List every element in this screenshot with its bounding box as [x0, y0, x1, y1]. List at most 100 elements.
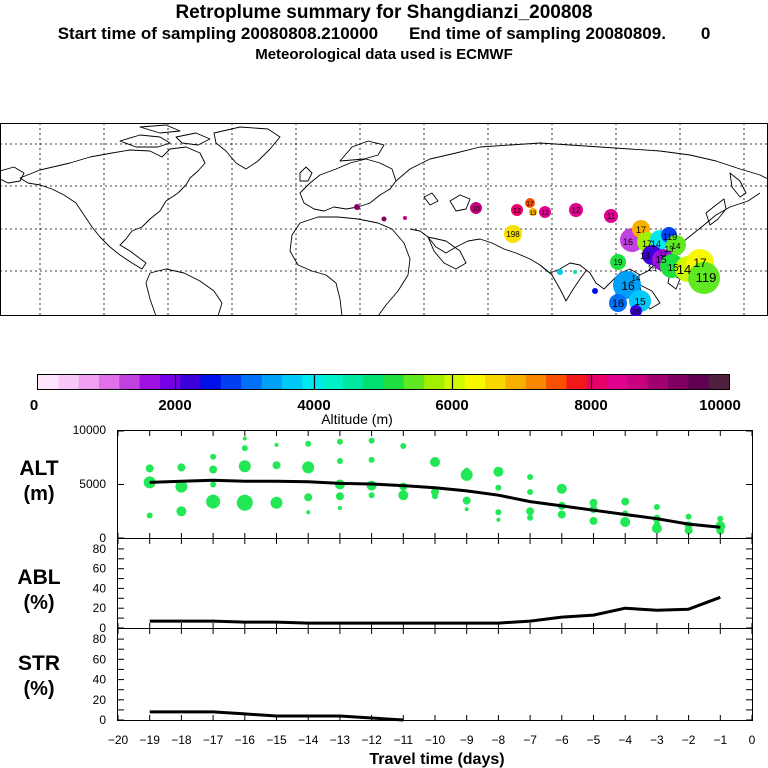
- x-tick-label: −15: [266, 733, 287, 747]
- coast-europe: [299, 158, 397, 212]
- cluster-label: 12: [572, 206, 581, 215]
- colorbar-tick: 4000: [297, 397, 330, 414]
- alt-scatter-point: [336, 438, 343, 445]
- coast-arabia: [427, 236, 467, 270]
- colorbar-swatch: [139, 375, 161, 389]
- colorbar-swatch: [403, 375, 425, 389]
- x-tick-label: −18: [171, 733, 192, 747]
- colorbar-tick: 0: [30, 397, 38, 414]
- str-panel-ylabel: STR (%): [18, 652, 60, 700]
- colorbar-swatch: [180, 375, 202, 389]
- cluster-label: 14: [677, 262, 691, 277]
- alt-scatter-point: [306, 510, 311, 515]
- cluster-marker: [609, 294, 627, 312]
- cluster-label: 16: [612, 298, 624, 310]
- str-ytick: 60: [93, 652, 107, 666]
- alt-scatter-point: [557, 510, 566, 519]
- alt-scatter-point: [463, 467, 470, 474]
- met-data-label: Meteorological data used is ECMWF: [255, 46, 513, 63]
- alt-scatter-point: [238, 460, 251, 473]
- cluster-label: 16: [632, 309, 640, 316]
- alt-scatter-point: [621, 497, 630, 506]
- x-tick-label: −13: [330, 733, 351, 747]
- alt-scatter-points: [143, 436, 726, 535]
- cluster-marker: [511, 204, 523, 216]
- time-series-panels: ALT (m) 10000 5000 0 ABL (%) 80 60 40 20 0 S…: [17, 423, 756, 768]
- str-yticks: 80 60 40 20 0: [93, 632, 107, 727]
- alt-scatter-point: [526, 507, 535, 516]
- alt-scatter-point: [620, 517, 631, 527]
- cluster-marker: [666, 235, 686, 255]
- cluster-marker: [688, 262, 720, 294]
- coast-africa: [289, 216, 411, 316]
- x-tick-label: −19: [140, 733, 161, 747]
- cluster-marker: [354, 204, 360, 210]
- cluster-label: 17: [693, 256, 707, 270]
- alt-scatter-point: [589, 516, 598, 525]
- x-tick-label: 0: [749, 733, 756, 747]
- colorbar-swatch: [322, 375, 344, 389]
- cluster-label: 13: [640, 251, 650, 261]
- alt-ytick: 5000: [79, 477, 106, 491]
- str-ytick: 40: [93, 673, 107, 687]
- str-tick-marks: [117, 629, 753, 721]
- alt-scatter-point: [302, 461, 315, 474]
- alt-scatter-point: [274, 442, 279, 447]
- alt-scatter-point: [556, 483, 567, 494]
- colorbar-swatch: [159, 375, 181, 389]
- alt-scatter-point: [368, 456, 375, 463]
- cluster-label: 14: [672, 242, 681, 251]
- colorbar-swatch: [200, 375, 222, 389]
- alt-scatter-point: [495, 484, 502, 491]
- x-tick-label: −3: [650, 733, 664, 747]
- colorbar-swatch: [38, 375, 59, 389]
- coast-arctic-islands: [119, 124, 211, 148]
- colorbar-swatch: [688, 375, 710, 389]
- cluster-label: 14: [632, 274, 641, 283]
- cluster-marker: [539, 206, 551, 218]
- alt-scatter-point: [305, 440, 312, 447]
- alt-label: ALT: [19, 457, 58, 480]
- alt-scatter-point: [368, 437, 375, 444]
- colorbar-swatch: [627, 375, 649, 389]
- x-tick-label: −5: [587, 733, 601, 747]
- colorbar-swatch: [668, 375, 689, 389]
- alt-scatter-point: [209, 465, 218, 474]
- cluster-label: 17: [526, 201, 534, 208]
- cluster-label: 17: [636, 225, 646, 235]
- colorbar-swatch: [708, 375, 730, 389]
- alt-scatter-point: [337, 506, 342, 510]
- colorbar-swatch: [220, 375, 242, 389]
- x-axis-label: Travel time (days): [369, 751, 504, 768]
- alt-scatter-point: [241, 445, 248, 452]
- end-time-label: End time of sampling 20080809.: [408, 24, 666, 43]
- cluster-label: 19: [614, 258, 623, 267]
- cluster-marker: [604, 209, 618, 223]
- alt-scatter-point: [177, 463, 186, 472]
- colorbar-swatch: [525, 375, 547, 389]
- cluster-label: 15: [655, 255, 667, 266]
- alt-scatter-point: [175, 480, 188, 493]
- str-ytick: 0: [99, 713, 106, 727]
- cluster-label: 12: [659, 251, 667, 258]
- alt-scatter-point: [527, 489, 534, 495]
- cluster-marker: [569, 203, 583, 217]
- colorbar-swatch: [444, 375, 466, 389]
- colorbar-swatch: [363, 375, 385, 389]
- colorbar-swatch: [261, 375, 283, 389]
- coastlines: [0, 124, 768, 316]
- alt-scatter-point: [651, 523, 662, 534]
- alt-scatter-point: [272, 461, 281, 470]
- alt-scatter-point: [432, 493, 438, 500]
- x-tick-label: −16: [235, 733, 256, 747]
- alt-scatter-point: [368, 492, 375, 499]
- end-time-suffix: 0: [700, 24, 711, 43]
- x-tick-label: −9: [460, 733, 474, 747]
- altitude-colorbar: 0 2000 4000 6000 8000 10000 Altitude (m): [30, 374, 741, 427]
- cluster-label: 12: [541, 210, 549, 217]
- coast-asia: [395, 142, 768, 290]
- start-time-label: Start time of sampling 20080808.210000: [57, 24, 379, 43]
- x-tick-label: −17: [203, 733, 224, 747]
- cluster-label: 15: [634, 297, 646, 308]
- alt-scatter-point: [336, 458, 343, 464]
